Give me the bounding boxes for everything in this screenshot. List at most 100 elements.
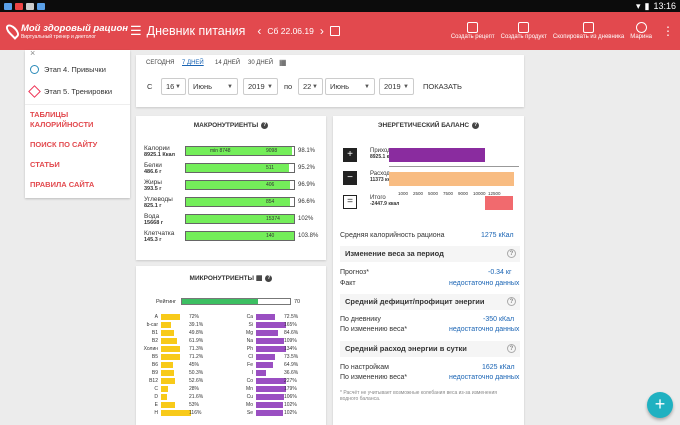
micro-bar	[161, 314, 180, 320]
table-icon[interactable]: ▦	[255, 275, 263, 282]
sidebar-link-search[interactable]: ПОИСК ПО САЙТУ	[30, 140, 98, 149]
micro-bar	[256, 322, 286, 328]
sidebar-item-habits[interactable]: Этап 4. Привычки	[25, 58, 130, 80]
menu-icon[interactable]: ☰	[130, 23, 142, 38]
user-menu-button[interactable]: Марина	[630, 21, 652, 41]
micro-value: 21.6%	[189, 394, 204, 400]
help-icon[interactable]: ?	[507, 344, 516, 353]
copy-icon	[583, 21, 595, 33]
help-icon[interactable]: ?	[261, 122, 269, 129]
weight-deficit-value[interactable]: недостаточно данных	[449, 326, 520, 333]
macro-max: 511	[266, 165, 274, 171]
micro-bar	[256, 314, 275, 320]
micro-row: B5 71.2%	[136, 354, 204, 361]
footnote: * Расчёт не учитывает возможные колебани…	[340, 390, 497, 402]
current-date: Сб 22.06.19	[267, 26, 314, 36]
micro-row: B12 52.6%	[136, 378, 204, 385]
sidebar-item-workouts[interactable]: Этап 5. Тренировки	[25, 80, 130, 102]
tab-14-days[interactable]: 14 ДНЕЙ	[215, 60, 241, 66]
from-month-select[interactable]: Июнь ▼	[188, 78, 238, 95]
app-logo[interactable]: Мой здоровый рацион Виртуальный тренер и …	[0, 22, 128, 40]
micro-bar	[161, 322, 172, 328]
close-icon[interactable]: ×	[30, 48, 36, 58]
help-icon[interactable]: ?	[507, 297, 516, 306]
micro-name: Mo	[246, 402, 253, 408]
page-title: Дневник питания	[146, 24, 246, 38]
micro-name: B12	[149, 378, 158, 384]
prev-day-icon[interactable]: ‹	[257, 24, 262, 38]
micro-name: Холин	[143, 346, 158, 352]
sidebar-link-articles[interactable]: СТАТЬИ	[30, 160, 60, 169]
from-year-select[interactable]: 2019 ▼	[243, 78, 278, 95]
micro-value: 109%	[284, 338, 297, 344]
create-product-button[interactable]: Создать продукт	[501, 21, 547, 41]
logo-title: Мой здоровый рацион	[20, 22, 128, 34]
micro-name: B9	[151, 370, 158, 376]
weight-expense-value[interactable]: недостаточно данных	[449, 374, 520, 381]
micro-name: E	[154, 402, 158, 408]
macro-bar: 854	[185, 197, 295, 207]
period-filter: СЕГОДНЯ 7 ДНЕЙ 14 ДНЕЙ 30 ДНЕЙ ▦ С 16 ▼ И…	[136, 55, 524, 107]
more-icon[interactable]: ⋮	[662, 24, 674, 38]
help-icon[interactable]: ?	[265, 274, 273, 282]
income-label: Приход 8925.1 ккал	[370, 148, 398, 160]
micro-value: 52.6%	[189, 378, 204, 384]
micro-row: Co 227%	[231, 378, 299, 385]
calendar-icon[interactable]: ▦	[279, 58, 287, 67]
micro-value: 64.9%	[284, 362, 299, 368]
micro-bar	[161, 402, 175, 408]
help-icon[interactable]: ?	[472, 122, 480, 129]
micro-name: C	[154, 386, 158, 392]
show-button[interactable]: ПОКАЗАТЬ	[423, 82, 462, 91]
energy-tick: 2500	[413, 191, 424, 196]
micro-name: Mn	[246, 386, 253, 392]
runner-icon	[28, 84, 41, 98]
help-icon[interactable]: ?	[507, 249, 516, 258]
micro-bar	[256, 346, 286, 352]
micro-name: Fe	[247, 362, 253, 368]
to-month-select[interactable]: Июнь ▼	[325, 78, 375, 95]
calendar-icon[interactable]	[329, 26, 340, 36]
from-day-select[interactable]: 16 ▼	[161, 78, 186, 95]
tab-7-days[interactable]: 7 ДНЕЙ	[182, 60, 204, 66]
weight-change-header: Изменение веса за период?	[340, 246, 520, 262]
micro-value: 165%	[284, 322, 297, 328]
micro-name: Ca	[246, 314, 253, 320]
next-day-icon[interactable]: ›	[319, 24, 324, 38]
micro-row: Cl 73.5%	[231, 354, 299, 361]
tab-30-days[interactable]: 30 ДНЕЙ	[248, 60, 274, 66]
add-button[interactable]: +	[647, 392, 673, 418]
recipe-icon	[467, 21, 479, 33]
macro-name: Белки 486.6 г	[144, 162, 162, 175]
micro-row: Ca 72.5%	[231, 314, 299, 321]
total-equals-icon: =	[343, 195, 357, 209]
to-year-select[interactable]: 2019 ▼	[379, 78, 414, 95]
macro-percent: 98.1%	[298, 148, 316, 154]
micro-row: C 28%	[136, 386, 204, 393]
sidebar-link-rules[interactable]: ПРАВИЛА САЙТА	[30, 180, 95, 189]
macro-row: Углеводы 825.1 г 854 96.6%	[136, 196, 326, 209]
macro-percent: 95.2%	[298, 165, 316, 171]
micro-row: E 53%	[136, 402, 204, 409]
micro-bar	[161, 362, 173, 368]
copy-from-diary-button[interactable]: Скопировать из дневника	[553, 21, 624, 41]
energy-tick: 10000	[473, 191, 486, 196]
micro-value: 102%	[284, 410, 297, 416]
forecast-label: Прогноз*	[340, 269, 369, 276]
macro-name: Калории 8925.1 Ккал	[144, 145, 176, 158]
fact-value[interactable]: недостаточно данных	[449, 280, 520, 287]
macro-percent: 102%	[298, 216, 314, 222]
micro-name: A	[154, 314, 158, 320]
macro-max: 406	[266, 182, 275, 188]
micro-value: 72%	[189, 314, 200, 320]
sidebar: × Этап 4. Привычки Этап 5. Тренировки ТА…	[25, 48, 130, 198]
energy-tick: 5000	[428, 191, 439, 196]
fact-label: Факт	[340, 280, 356, 287]
micro-row: Fe 64.9%	[231, 362, 299, 369]
expense-bar	[389, 172, 514, 186]
create-recipe-button[interactable]: Создать рецепт	[451, 21, 495, 41]
tab-today[interactable]: СЕГОДНЯ	[146, 60, 175, 66]
to-day-select[interactable]: 22 ▼	[298, 78, 323, 95]
sidebar-link-calorie-tables[interactable]: ТАБЛИЦЫ КАЛОРИЙНОСТИ	[30, 110, 94, 129]
avg-calorie-label: Средняя калорийность рациона	[340, 232, 445, 239]
